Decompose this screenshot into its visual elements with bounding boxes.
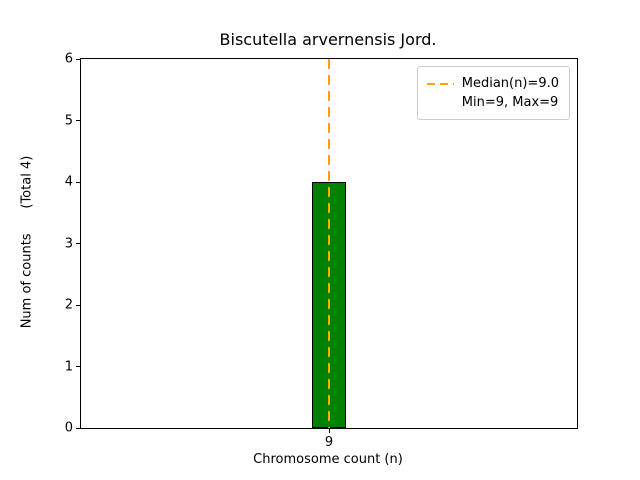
y-tick-mark — [76, 427, 80, 429]
legend-label-median: Median(n)=9.0 — [461, 76, 559, 91]
legend: Median(n)=9.0 Min=9, Max=9 — [416, 66, 570, 120]
y-tick-mark — [76, 304, 80, 306]
x-axis-label: Chromosome count (n) — [253, 452, 403, 467]
legend-label-minmax: Min=9, Max=9 — [461, 95, 559, 110]
y-tick-label: 5 — [64, 113, 73, 128]
y-tick-mark — [76, 58, 80, 60]
legend-sample-spacer — [427, 102, 454, 104]
y-tick-label: 6 — [64, 51, 73, 67]
y-tick-mark — [76, 366, 80, 367]
legend-line-sample — [426, 82, 454, 85]
chart-title: Biscutella arvernensis Jord. — [219, 30, 437, 49]
y-tick-mark — [76, 120, 80, 121]
y-tick-label: 4 — [64, 174, 73, 190]
legend-row: Median(n)=9.0 — [426, 74, 559, 93]
y-tick-label: 3 — [64, 236, 73, 251]
y-axis-label: Num of counts (Total 4) — [19, 155, 35, 329]
y-tick-label: 0 — [64, 420, 73, 436]
y-tick-mark — [76, 181, 80, 183]
plot-area: 9 Median(n)=9.0 Min=9, Max=9 0 1 2 3 4 5 6 — [65, 52, 578, 450]
y-tick-label: 2 — [64, 297, 73, 313]
legend-row: Min=9, Max=9 — [427, 93, 559, 112]
median-line — [328, 59, 330, 428]
x-tick-mark — [329, 429, 330, 433]
y-tick-mark — [76, 243, 80, 244]
x-tick-label: 9 — [324, 435, 334, 450]
y-tick-label: 1 — [64, 359, 73, 374]
